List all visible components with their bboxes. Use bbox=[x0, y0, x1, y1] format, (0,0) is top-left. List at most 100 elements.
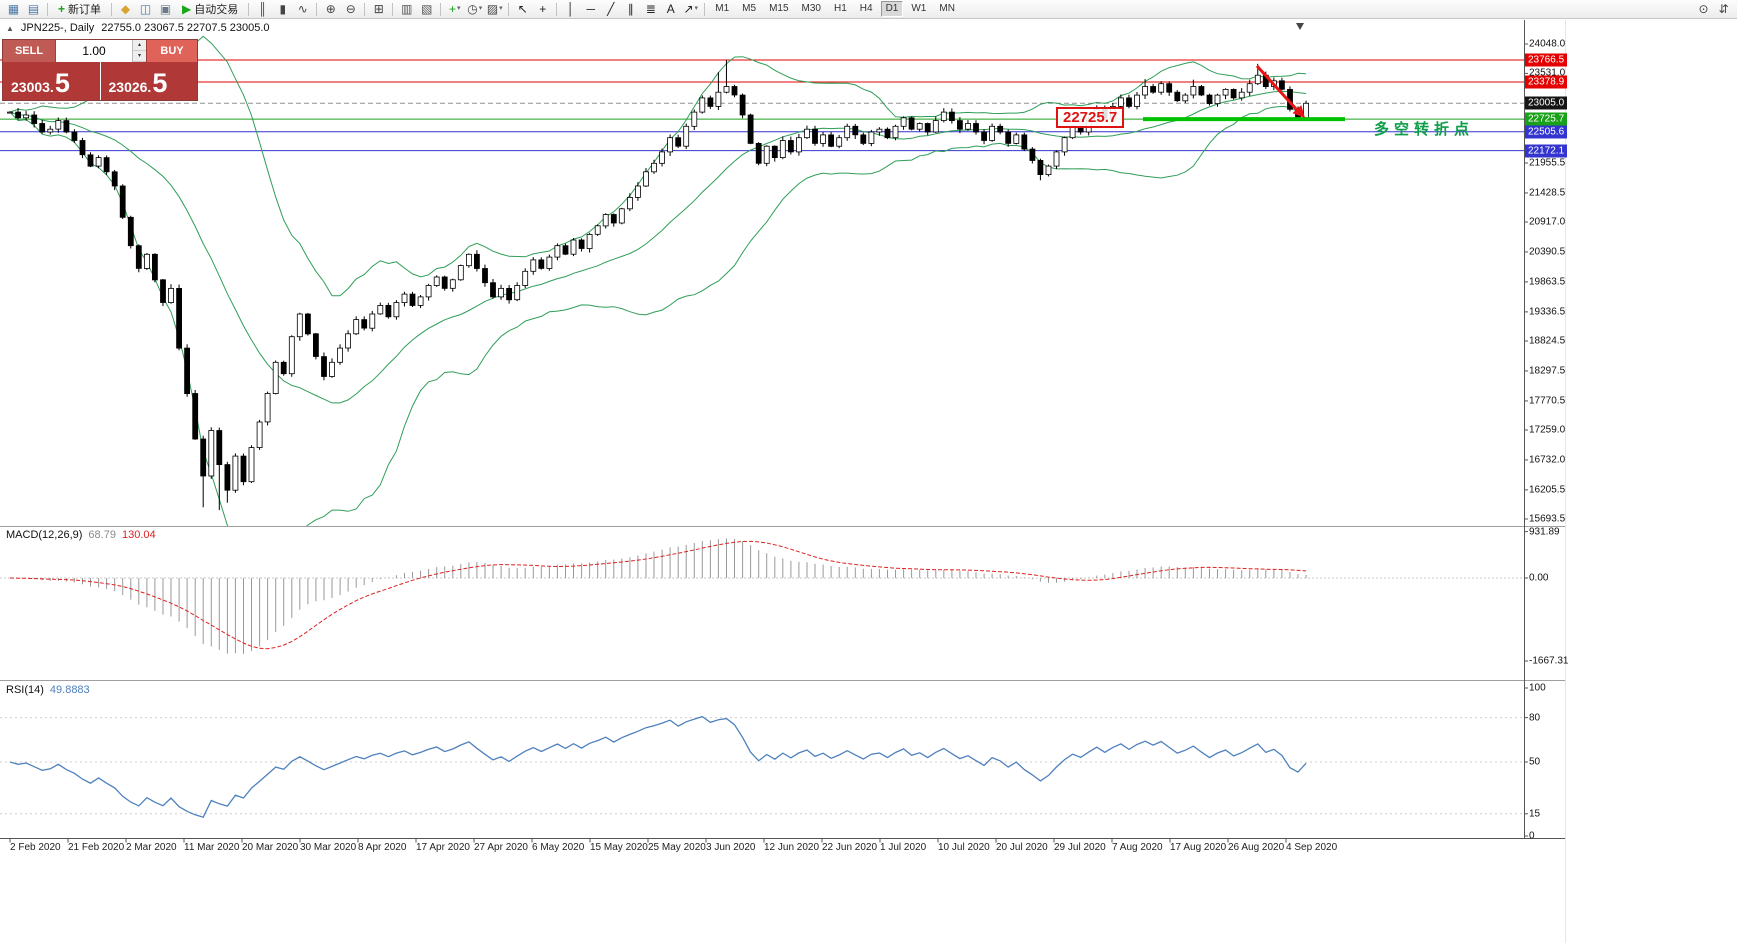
candle bbox=[892, 125, 899, 139]
crosshair-icon[interactable]: + bbox=[539, 2, 547, 16]
date-label: 20 Jul 2020 bbox=[996, 842, 1048, 853]
date-label: 11 Mar 2020 bbox=[184, 842, 240, 853]
price-annotation-label[interactable]: 22725.7 bbox=[1056, 107, 1125, 128]
arrows-tool-icon[interactable]: ↗ ▾ bbox=[683, 2, 699, 16]
price-tick-label: 19336.5 bbox=[1529, 306, 1566, 318]
horizontal-line-icon[interactable]: ─ bbox=[586, 2, 595, 16]
candle bbox=[264, 393, 271, 423]
candle bbox=[1254, 74, 1261, 85]
channel-icon[interactable]: ∥ bbox=[627, 2, 634, 16]
line-chart-icon[interactable]: ∿ bbox=[297, 2, 308, 16]
timeframe-button-m1[interactable]: M1 bbox=[715, 3, 730, 14]
timeframe-button-m5[interactable]: M5 bbox=[742, 3, 757, 14]
buy-button[interactable]: BUY bbox=[146, 40, 197, 62]
indicators-icon[interactable]: + ▾ bbox=[448, 2, 461, 16]
price-tick-label: 16205.5 bbox=[1529, 484, 1566, 496]
play-icon: ▶ bbox=[182, 2, 192, 16]
zoom-in-icon[interactable]: ⊕ bbox=[325, 2, 336, 16]
periods-icon[interactable]: ◷ ▾ bbox=[467, 2, 483, 16]
candle bbox=[779, 140, 786, 159]
buy-price[interactable]: 23026. 5 bbox=[100, 62, 197, 100]
search-icon[interactable]: ⊙ bbox=[1698, 2, 1709, 16]
date-label: 30 Mar 2020 bbox=[300, 842, 357, 853]
timeframe-button-h4[interactable]: H4 bbox=[859, 3, 873, 14]
price-tick-label: 19863.5 bbox=[1529, 276, 1566, 288]
tile-windows-icon[interactable]: ⊞ bbox=[373, 2, 384, 16]
strategy-tester-icon[interactable]: ▥ bbox=[401, 2, 413, 16]
market-watch-icon[interactable]: ◫ bbox=[139, 2, 152, 16]
volume-up-button[interactable]: ▴ bbox=[133, 40, 146, 51]
macd-signal-value: 130.04 bbox=[121, 529, 156, 541]
date-label: 22 Jun 2020 bbox=[822, 842, 878, 853]
candle bbox=[836, 137, 843, 147]
sell-price[interactable]: 23003. 5 bbox=[3, 62, 100, 100]
zoom-out-icon[interactable]: ⊖ bbox=[345, 2, 356, 16]
fibonacci-icon[interactable]: ≣ bbox=[645, 2, 656, 16]
candle bbox=[546, 256, 553, 269]
trendline-icon[interactable]: ╱ bbox=[607, 2, 615, 16]
candle bbox=[119, 185, 126, 218]
vertical-line-icon[interactable]: │ bbox=[567, 2, 575, 16]
volume-down-button[interactable]: ▾ bbox=[133, 51, 146, 62]
sell-button-label: SELL bbox=[14, 45, 44, 57]
candlestick-chart-icon[interactable]: ▮ bbox=[279, 2, 287, 16]
trend-arrow[interactable] bbox=[1255, 64, 1305, 118]
templates-icon[interactable]: ▨ ▾ bbox=[486, 2, 503, 16]
timeframe-button-mn[interactable]: MN bbox=[939, 3, 955, 14]
candle bbox=[143, 253, 150, 269]
timeframe-button-m15[interactable]: M15 bbox=[769, 3, 789, 14]
candle bbox=[570, 239, 577, 255]
candle bbox=[618, 208, 625, 224]
macd-axis-label: 931.89 bbox=[1529, 526, 1560, 538]
macd-main-value: 68.79 bbox=[88, 529, 116, 541]
date-label: 2 Mar 2020 bbox=[126, 842, 177, 853]
candle bbox=[1118, 97, 1124, 107]
price-tick-label: 17259.0 bbox=[1529, 424, 1566, 436]
timeframe-button-d1[interactable]: D1 bbox=[880, 1, 904, 17]
candle bbox=[425, 285, 432, 298]
timeframe-button-w1[interactable]: W1 bbox=[911, 3, 927, 14]
sell-button[interactable]: SELL bbox=[3, 40, 56, 62]
price-tick-label: 15693.5 bbox=[1529, 513, 1566, 525]
candle bbox=[103, 157, 110, 173]
chart-shift-marker[interactable] bbox=[1296, 23, 1304, 30]
bar-chart-icon[interactable]: ║ bbox=[258, 2, 267, 16]
new-chart-icon[interactable]: ▦ bbox=[7, 2, 20, 16]
price-axis[interactable]: 24048.0 23531.0 21955.5 21428.5 20917.0 20390… bbox=[1524, 0, 1737, 943]
toolbar-separator bbox=[248, 2, 250, 16]
timeframe-button-m30[interactable]: M30 bbox=[801, 3, 821, 14]
candle bbox=[691, 111, 698, 127]
toolbar-separator bbox=[440, 2, 442, 16]
rsi-axis-label: 15 bbox=[1529, 808, 1541, 820]
volume-input[interactable] bbox=[56, 40, 132, 62]
candle bbox=[353, 319, 360, 335]
candle bbox=[723, 86, 730, 93]
timeframe-button-h1[interactable]: H1 bbox=[833, 3, 847, 14]
chart-profiles-icon[interactable]: ▤ bbox=[27, 2, 40, 16]
candle bbox=[15, 111, 22, 119]
candle bbox=[989, 125, 995, 141]
autotrading-button[interactable]: ▶ 自动交易 bbox=[176, 1, 244, 17]
time-axis[interactable]: 2 Feb 2020 21 Feb 2020 2 Mar 2020 11 Mar 20… bbox=[0, 0, 1524, 943]
toolbar-separator bbox=[111, 2, 113, 16]
data-window-icon[interactable]: ▧ bbox=[421, 2, 433, 16]
metaeditor-icon[interactable]: ◆ bbox=[120, 2, 131, 16]
pivot-annotation-text[interactable]: 多空转折点 bbox=[1374, 121, 1475, 138]
candle bbox=[1174, 91, 1181, 102]
text-tool-icon[interactable]: A bbox=[666, 2, 675, 16]
cursor-icon[interactable]: ↖ bbox=[517, 2, 528, 16]
candle bbox=[433, 276, 440, 286]
price-badge: 22725.7 bbox=[1525, 112, 1568, 126]
candle bbox=[272, 361, 279, 394]
volume-spinner: ▴ ▾ bbox=[132, 40, 146, 62]
candle bbox=[627, 196, 633, 210]
candle bbox=[908, 117, 915, 130]
price-tick-label: 21955.5 bbox=[1529, 157, 1566, 169]
one-click-toggle-icon[interactable]: ▲ bbox=[6, 23, 14, 33]
new-order-button[interactable]: + 新订单 bbox=[52, 1, 107, 17]
price-pane bbox=[0, 35, 1524, 526]
candle bbox=[884, 128, 891, 139]
toolbar-options-icon[interactable]: ⇵ bbox=[1718, 2, 1729, 16]
terminal-icon[interactable]: ▣ bbox=[159, 2, 172, 16]
